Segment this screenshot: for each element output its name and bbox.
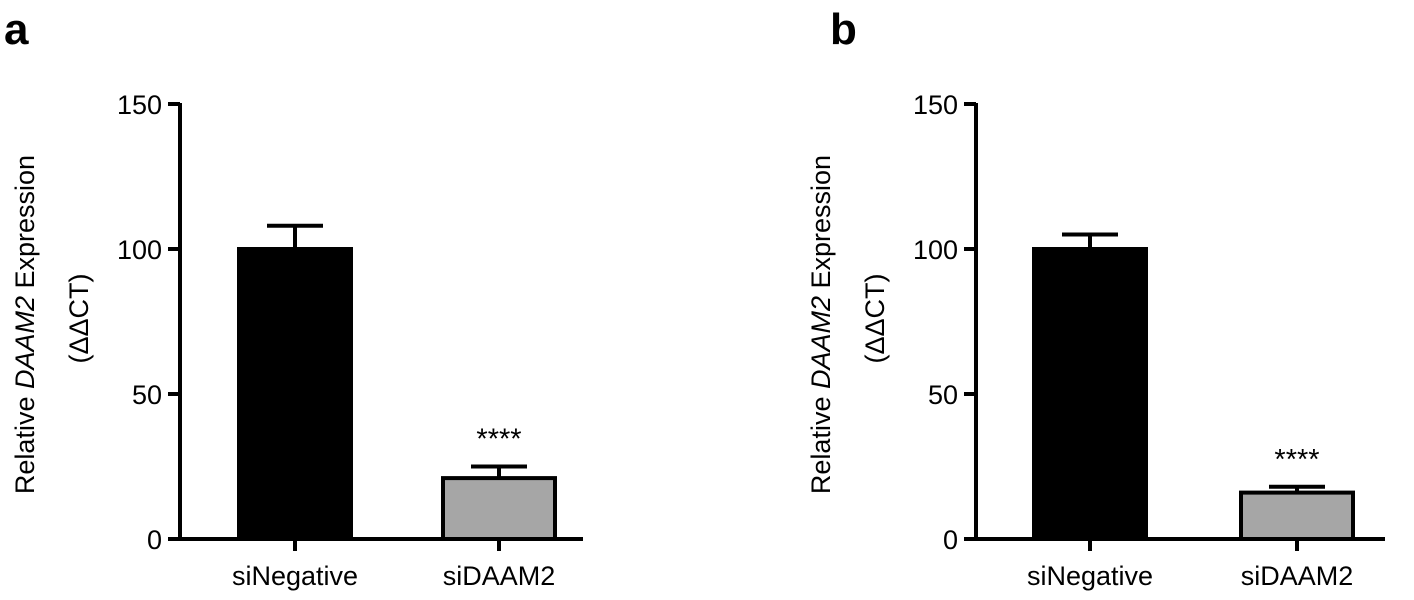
y-tick-label: 50: [928, 380, 958, 410]
bar-sidaam2: [441, 476, 557, 542]
y-tick-label: 100: [913, 235, 958, 265]
y-tick-label: 50: [132, 380, 162, 410]
panel-letter: b: [830, 5, 857, 54]
y-axis-title-suffix: Expression: [10, 155, 40, 296]
y-axis-title-suffix: Expression: [806, 155, 836, 296]
significance-label: ****: [476, 424, 521, 456]
category-label: siNegative: [1027, 561, 1153, 591]
significance-label: ****: [1274, 444, 1319, 476]
y-axis-title-line1: Relative DAAM2 Expression: [10, 155, 40, 494]
y-tick-label: 150: [117, 90, 162, 120]
bar-sinegative: [1032, 247, 1148, 541]
category-label: siDAAM2: [443, 561, 556, 591]
bar-sidaam2: [1239, 490, 1355, 542]
y-tick-label: 100: [117, 235, 162, 265]
panel-letter: a: [4, 5, 29, 54]
y-tick-label: 0: [943, 525, 958, 555]
y-axis-title-gene: DAAM2: [10, 296, 40, 389]
category-label: siDAAM2: [1241, 561, 1354, 591]
panel-a: a Relative DAAM2 Expression (ΔΔCT) 0 50 100 15…: [4, 5, 583, 591]
panel-b: b Relative DAAM2 Expression (ΔΔCT) 0 50 100 15…: [806, 5, 1385, 591]
bar-sinegative: [237, 247, 353, 541]
y-tick-label: 0: [147, 525, 162, 555]
category-label: siNegative: [232, 561, 358, 591]
y-axis-title-line2: (ΔΔCT): [860, 273, 890, 363]
y-axis-title-line2: (ΔΔCT): [64, 273, 94, 363]
y-axis-title-line1: Relative DAAM2 Expression: [806, 155, 836, 494]
y-tick-label: 150: [913, 90, 958, 120]
y-axis-title-prefix: Relative: [10, 389, 40, 494]
y-axis-title-gene: DAAM2: [806, 296, 836, 389]
y-axis-title-prefix: Relative: [806, 389, 836, 494]
